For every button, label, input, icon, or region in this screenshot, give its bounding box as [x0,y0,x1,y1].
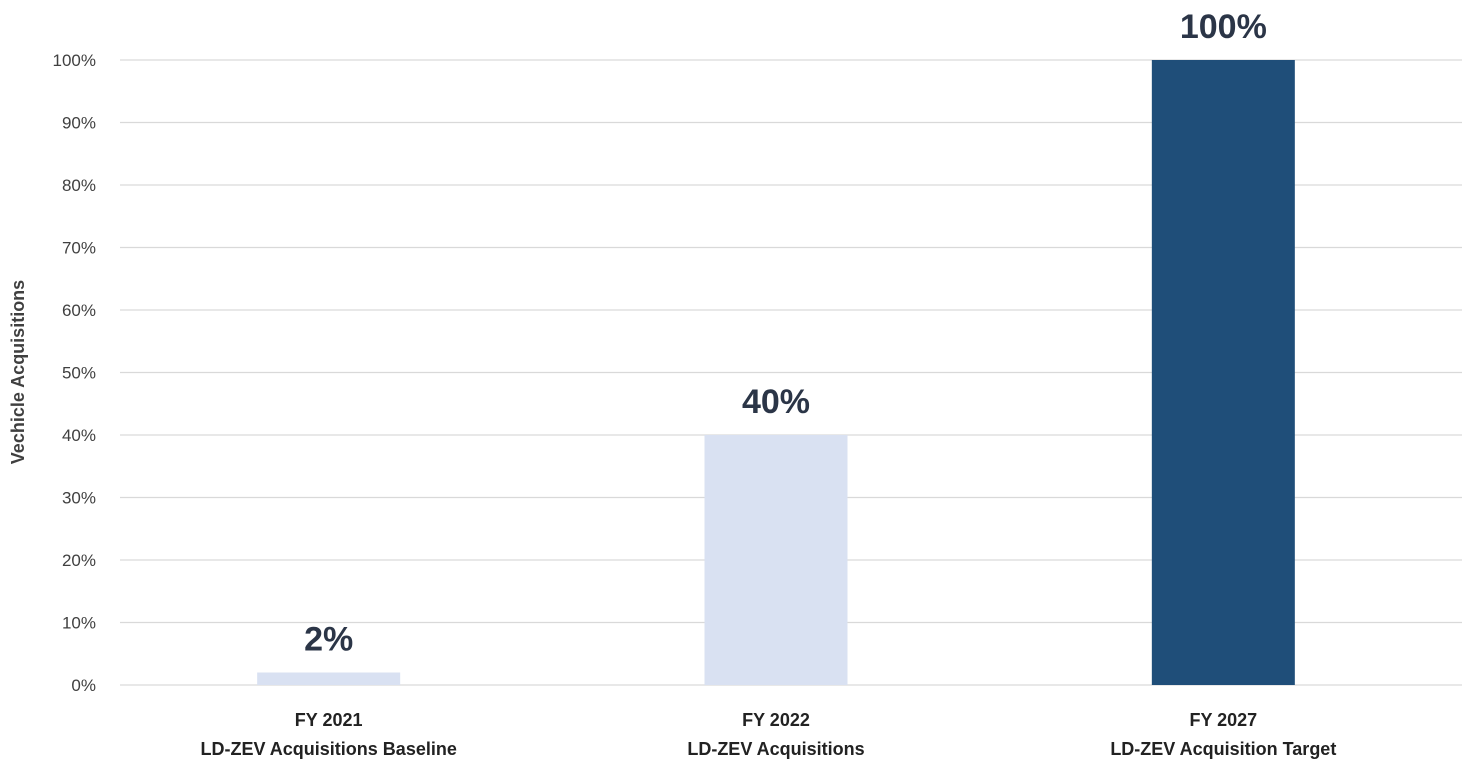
y-tick-label: 40% [62,426,96,445]
bar [1151,60,1295,685]
y-tick-label: 70% [62,239,96,258]
data-label: 100% [1180,8,1267,46]
y-tick-label: 60% [62,301,96,320]
data-label: 2% [304,621,353,659]
data-label: 40% [742,383,810,421]
x-axis-labels: FY 2021 LD-ZEV Acquisitions Baseline FY 20… [200,710,1336,759]
bars [257,60,1295,685]
y-tick-label: 80% [62,176,96,195]
x-category-label: LD-ZEV Acquisitions [687,739,864,759]
bar [704,435,848,685]
y-axis-ticks: 0% 10% 20% 30% 40% 50% 60% 70% 80% 90% 100% [53,51,96,695]
x-category-label: FY 2027 [1189,710,1257,730]
y-tick-label: 20% [62,551,96,570]
y-tick-label: 50% [62,364,96,383]
x-category-label: LD-ZEV Acquisition Target [1110,739,1336,759]
y-tick-label: 90% [62,114,96,133]
x-category-label: FY 2021 [295,710,363,730]
y-axis-title: Vechicle Acquisitions [8,280,28,464]
y-tick-label: 100% [53,51,96,70]
y-tick-label: 0% [71,676,96,695]
x-category-label: LD-ZEV Acquisitions Baseline [200,739,456,759]
y-tick-label: 30% [62,489,96,508]
data-labels: 2% 40% 100% [304,8,1267,659]
bar [257,672,401,685]
y-tick-label: 10% [62,614,96,633]
x-category-label: FY 2022 [742,710,810,730]
